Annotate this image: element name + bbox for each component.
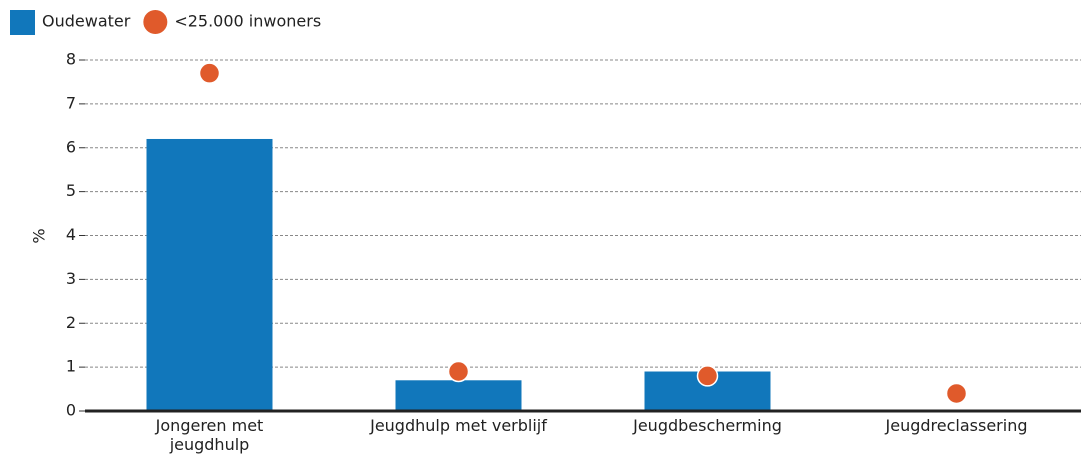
dot <box>696 365 719 387</box>
y-tick-label: 3 <box>66 269 76 288</box>
legend-swatch <box>10 10 35 35</box>
y-tick-label: 1 <box>66 357 76 376</box>
bar <box>395 380 522 411</box>
legend-swatch <box>143 10 168 34</box>
dot <box>198 62 221 84</box>
bar <box>146 138 273 411</box>
y-axis-label: % <box>30 228 49 243</box>
x-tick-label: Jeugdbescherming <box>633 416 782 435</box>
y-tick-label: 8 <box>66 50 76 69</box>
x-tick-label: Jeugdhulp met verblijf <box>370 416 547 435</box>
y-tick-label: 0 <box>66 401 76 420</box>
x-tick-label: Jeugdreclassering <box>885 416 1028 435</box>
dot <box>945 382 968 405</box>
legend-label: <25.000 inwoners <box>174 12 321 31</box>
y-tick-label: 4 <box>66 225 76 244</box>
y-tick-label: 2 <box>66 313 76 332</box>
y-tick-label: 7 <box>66 93 76 112</box>
legend-label: Oudewater <box>42 12 131 31</box>
dot <box>447 360 470 383</box>
y-tick-label: 6 <box>66 137 76 156</box>
x-tick-label: Jongeren met jeugdhulp <box>155 416 264 454</box>
y-tick-label: 5 <box>66 181 76 200</box>
